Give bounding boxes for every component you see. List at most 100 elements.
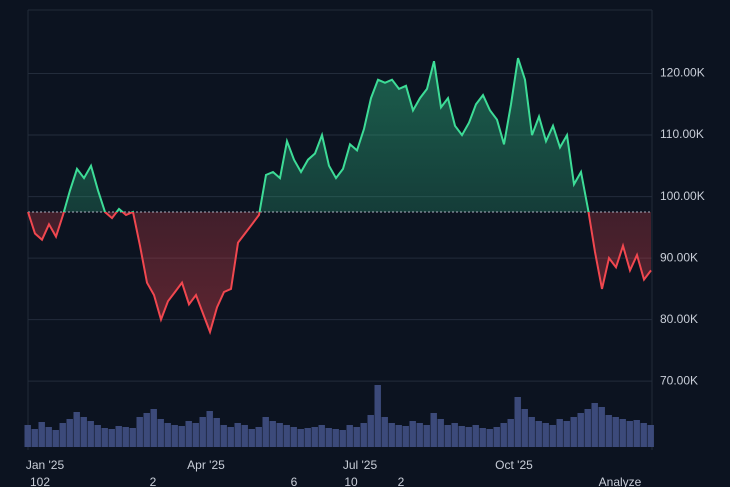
volume-bar (416, 423, 423, 447)
volume-bar (304, 428, 311, 447)
volume-bar (346, 425, 353, 447)
volume-bar (514, 397, 521, 447)
price-line-up (28, 57, 590, 212)
footer-label: 2 (150, 475, 157, 487)
volume-bar (94, 425, 101, 447)
volume-bar (255, 427, 262, 447)
volume-bar (276, 423, 283, 447)
volume-bar (430, 413, 437, 447)
volume-bar (143, 413, 150, 447)
volume-bar (115, 426, 122, 447)
volume-bar (472, 425, 479, 447)
volume-bar (325, 428, 332, 447)
volume-bar (367, 415, 374, 447)
x-tick-label: Apr '25 (187, 458, 225, 472)
volume-bar (45, 427, 52, 447)
area-up (63, 58, 589, 212)
volume-bar (549, 425, 556, 447)
volume-bar (563, 421, 570, 447)
footer-label: Analyze (599, 475, 642, 487)
volume-bar (591, 403, 598, 447)
volume-bar (73, 412, 80, 447)
volume-bar (584, 409, 591, 447)
volume-bar (171, 425, 178, 447)
volume-bar (206, 411, 213, 447)
volume-bar (528, 417, 535, 447)
volume-bar (332, 429, 339, 447)
y-tick-label: 110.00K (660, 127, 704, 141)
footer-label: 102 (30, 475, 50, 487)
volume-bar (290, 427, 297, 447)
volume-bar (360, 423, 367, 447)
volume-bar (612, 417, 619, 447)
volume-bar (437, 419, 444, 447)
y-tick-label: 100.00K (660, 189, 705, 203)
area-down (28, 211, 651, 332)
volume-bar (423, 425, 430, 447)
volume-bar (157, 419, 164, 447)
volume-bar (465, 427, 472, 447)
volume-bar (199, 417, 206, 447)
volume-bar (269, 421, 276, 447)
x-tick-label: Jan '25 (26, 458, 65, 472)
volume-bar (52, 430, 59, 447)
y-tick-label: 90.00K (660, 250, 698, 264)
volume-bar (458, 426, 465, 447)
volume-bar (633, 420, 640, 447)
volume-bar (136, 417, 143, 447)
volume-bar (108, 429, 115, 447)
volume-bar (339, 430, 346, 447)
volume-bar (507, 419, 514, 447)
volume-bar (535, 421, 542, 447)
x-tick-label: Jul '25 (343, 458, 378, 472)
volume-bar (409, 421, 416, 447)
volume-bar (353, 427, 360, 447)
volume-bar (451, 423, 458, 447)
y-tick-label: 80.00K (660, 312, 698, 326)
volume-bar (241, 425, 248, 447)
volume-bar (542, 423, 549, 447)
volume-bar (493, 427, 500, 447)
volume-bar (101, 428, 108, 447)
volume-bar (31, 429, 38, 447)
volume-bar (80, 417, 87, 447)
volume-bar (129, 428, 136, 447)
volume-bar (318, 425, 325, 447)
volume-bar (402, 426, 409, 447)
volume-bar (500, 423, 507, 447)
volume-bar (192, 423, 199, 447)
volume-bar (570, 417, 577, 447)
volume-bar (521, 409, 528, 447)
volume-bar (283, 425, 290, 447)
volume-bar (38, 422, 45, 447)
price-line-down (27, 211, 652, 336)
volume-bar (479, 428, 486, 447)
volume-bar (150, 409, 157, 447)
volume-bar (605, 415, 612, 447)
volume-bar (227, 427, 234, 447)
volume-bar (577, 413, 584, 447)
volume-bar (444, 425, 451, 447)
volume-bar (164, 423, 171, 447)
volume-bar (486, 429, 493, 447)
volume-bar (598, 407, 605, 447)
volume-bar (220, 425, 227, 447)
volume-bar (640, 423, 647, 447)
y-tick-label: 120.00K (660, 66, 705, 80)
volume-bar (619, 419, 626, 447)
volume-bar (388, 423, 395, 447)
volume-bar (122, 427, 129, 447)
volume-bar (262, 417, 269, 447)
volume-bar (185, 421, 192, 447)
volume-bar (59, 423, 66, 447)
footer-label: 6 (291, 475, 298, 487)
volume-bar (87, 421, 94, 447)
volume-bar (626, 421, 633, 447)
volume-bar (248, 429, 255, 447)
volume-bar (234, 423, 241, 447)
volume-bar (647, 425, 654, 447)
footer-label: 2 (398, 475, 405, 487)
volume-bar (556, 419, 563, 447)
footer-label: 10 (344, 475, 358, 487)
